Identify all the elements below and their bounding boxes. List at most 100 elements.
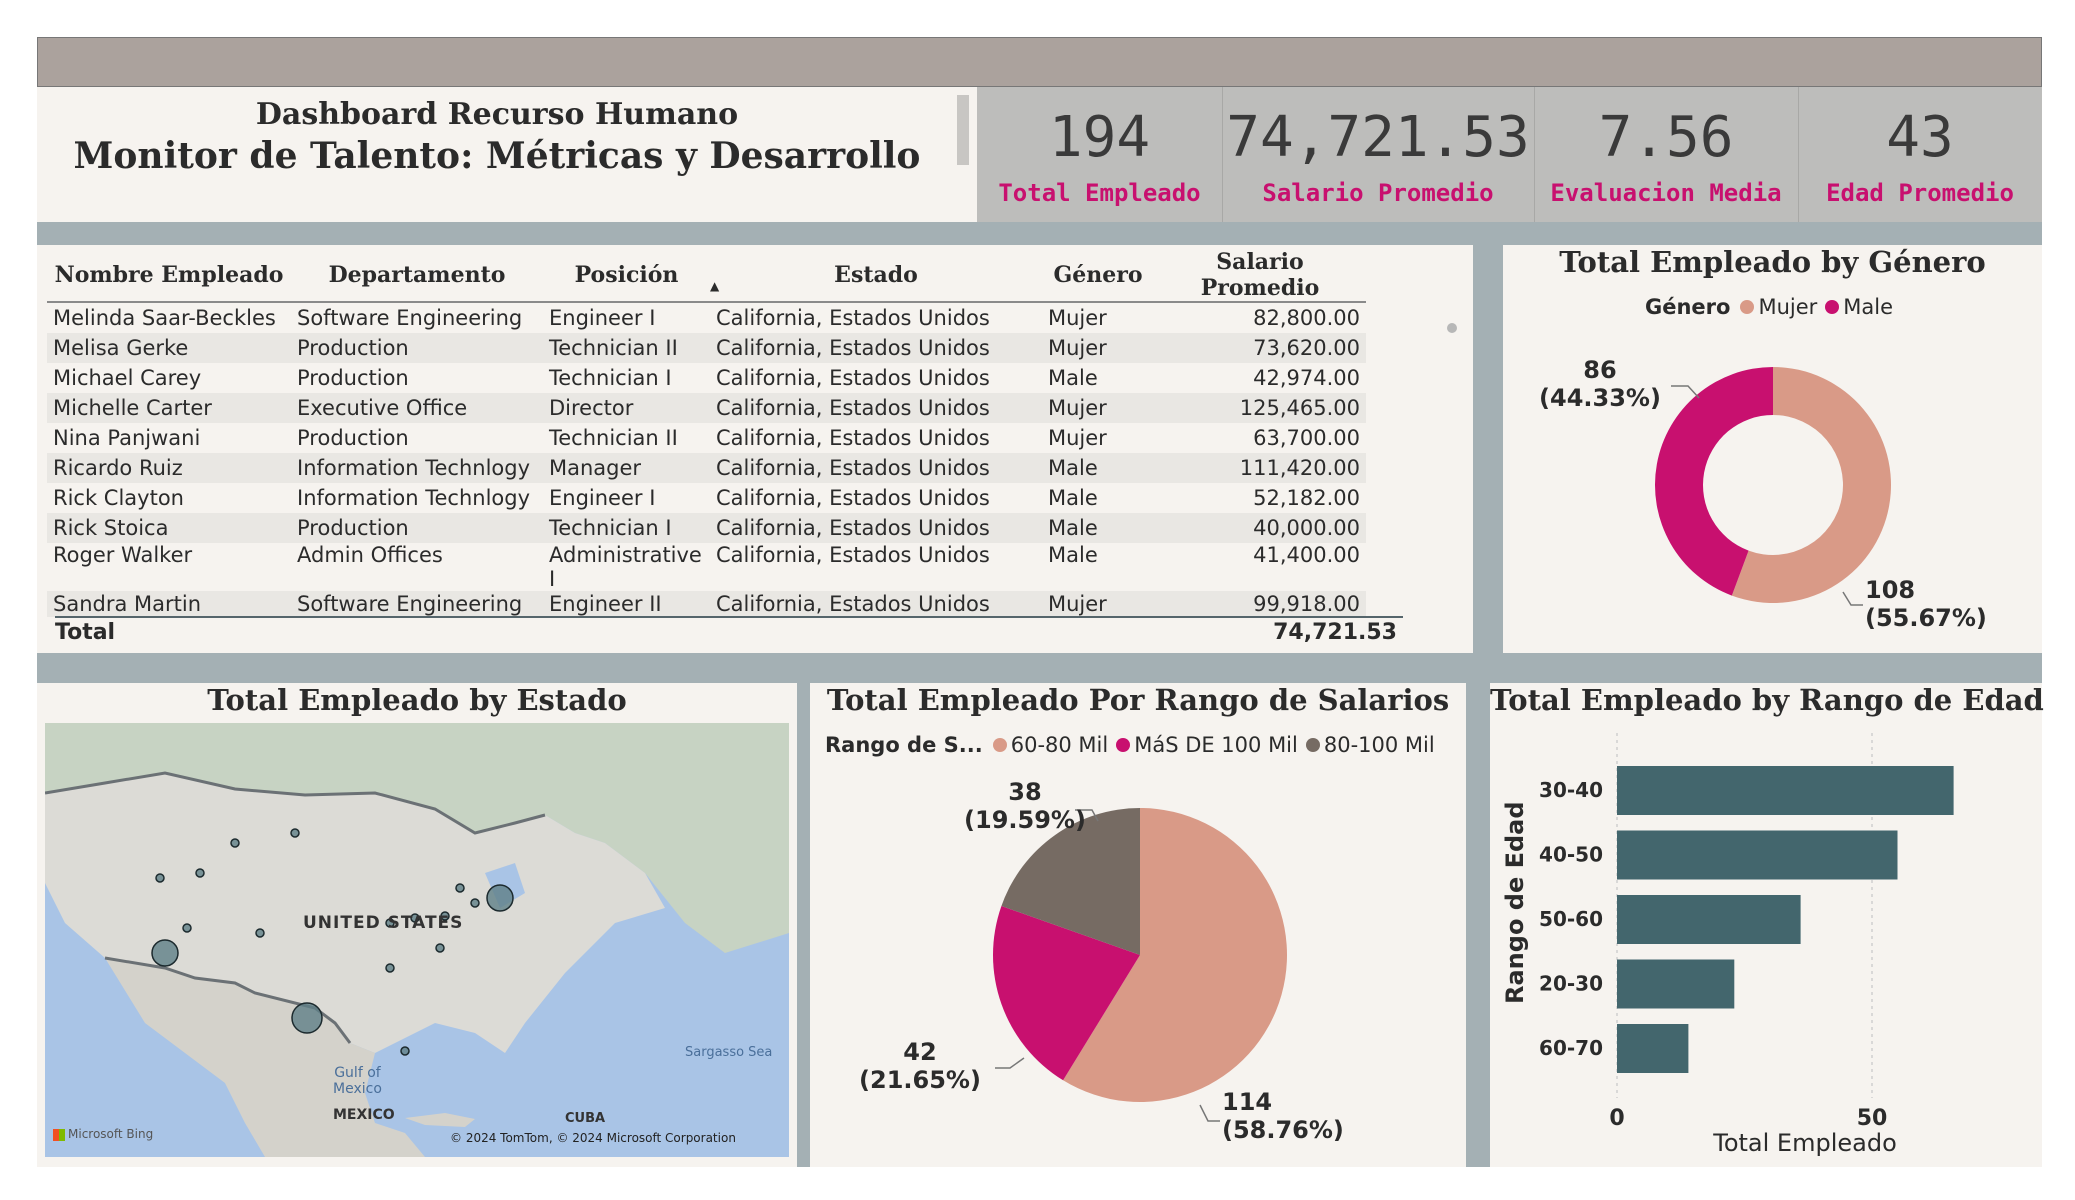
map-bubble[interactable] <box>195 868 205 878</box>
cell-genero: Mujer <box>1042 393 1154 423</box>
table-row[interactable]: Melisa Gerke Production Technician II Calif… <box>47 333 1366 363</box>
table-row[interactable]: Michael Carey Production Technician I Calif… <box>47 363 1366 393</box>
cell-estado: California, Estados Unidos <box>716 486 990 510</box>
employee-table: Nombre Empleado Departamento Posición ▲ E… <box>47 249 1366 617</box>
map-bubble[interactable] <box>151 939 179 967</box>
cell-nombre: Melisa Gerke <box>47 333 291 363</box>
y-tick-label: 40-50 <box>1539 843 1603 867</box>
map-bubble[interactable] <box>290 828 300 838</box>
table-row[interactable]: Melinda Saar-Beckles Software Engineering… <box>47 302 1366 333</box>
border-line <box>104 956 352 1044</box>
table-row[interactable]: Ricardo Ruiz Information Technlogy Manager… <box>47 453 1366 483</box>
map-bubble[interactable] <box>291 1002 323 1034</box>
map-view[interactable]: UNITED STATES Gulf of Mexico Sargasso Se… <box>45 723 789 1157</box>
leader-line <box>1842 591 1863 606</box>
cell-posicion: Administrative I <box>549 543 702 591</box>
column-header-nombre[interactable]: Nombre Empleado <box>47 249 291 303</box>
table-row[interactable]: Roger Walker Admin Offices Administrative … <box>47 543 1366 591</box>
chart-title: Total Empleado Por Rango de Salarios <box>826 683 1450 717</box>
bar-30-40[interactable] <box>1617 766 1954 815</box>
table-row[interactable]: Rick Clayton Information Technlogy Enginee… <box>47 483 1366 513</box>
cell-genero: Male <box>1042 453 1154 483</box>
cell-estado: California, Estados Unidos <box>716 543 990 567</box>
map-label-cuba: CUBA <box>565 1111 606 1126</box>
x-tick-label: 0 <box>1609 1106 1624 1131</box>
cell-posicion: Engineer I <box>549 486 656 510</box>
cell-posicion: Manager <box>543 453 710 483</box>
cell-posicion: Technician II <box>549 426 678 450</box>
legend-item-mujer[interactable]: Mujer <box>1758 295 1818 319</box>
cell-salario: 52,182.00 <box>1253 486 1360 510</box>
map-bubble[interactable] <box>486 884 514 912</box>
sort-ascending-icon: ▲ <box>710 279 720 293</box>
bar-50-60[interactable] <box>1617 895 1801 944</box>
bar-20-30[interactable] <box>1617 959 1735 1009</box>
column-header-departamento[interactable]: Departamento <box>291 249 543 303</box>
y-tick-label: 20-30 <box>1539 972 1603 996</box>
label-percent: (44.33%) <box>1539 384 1661 412</box>
title-scrollbar[interactable] <box>957 95 969 165</box>
table-row[interactable]: Nina Panjwani Production Technician II Cali… <box>47 423 1366 453</box>
salary-pie-svg <box>992 808 1287 1122</box>
cell-estado: California, Estados Unidos <box>716 306 990 330</box>
map-bubble[interactable] <box>230 838 240 848</box>
map-bubble[interactable] <box>410 913 420 923</box>
donut-label-male: 86 (44.33%) <box>1535 356 1665 412</box>
table-scrollbar-thumb[interactable] <box>1447 323 1457 333</box>
chart-legend: Género Mujer Male <box>1645 295 1893 319</box>
bar-40-50[interactable] <box>1617 830 1898 880</box>
cell-salario: 40,000.00 <box>1154 513 1366 543</box>
cell-nombre: Rick Clayton <box>53 486 184 510</box>
map-bubble[interactable] <box>435 943 445 953</box>
age-bar-svg: 0 50 30-40 40-50 50-60 20-30 60-70 <box>1539 733 1954 1131</box>
map-bubble[interactable] <box>440 911 450 921</box>
legend-swatch-60-80 <box>992 737 1007 752</box>
x-axis-label: Total Empleado <box>1713 1129 1897 1157</box>
chart-title: Total Empleado by Rango de Edad <box>1490 683 2044 717</box>
legend-item-60-80[interactable]: 60-80 Mil <box>1010 733 1109 757</box>
cell-genero: Mujer <box>1042 591 1154 617</box>
table-row[interactable]: Michelle Carter Executive Office Director C… <box>47 393 1366 423</box>
column-header-genero[interactable]: Género <box>1042 249 1154 303</box>
legend-item-80-100[interactable]: 80-100 Mil <box>1323 733 1435 757</box>
donut-slice-mujer[interactable] <box>1731 367 1891 603</box>
pie-slice-1[interactable] <box>1063 808 1287 1102</box>
label-count: 86 <box>1583 356 1617 384</box>
legend-item-mas-100[interactable]: MáS DE 100 Mil <box>1134 733 1298 757</box>
column-header-posicion[interactable]: Posición ▲ <box>543 249 719 303</box>
pie-slice-3[interactable] <box>1001 808 1140 955</box>
map-bubble[interactable] <box>455 883 465 893</box>
cell-estado: California, Estados Unidos <box>710 513 1042 543</box>
gender-chart-panel: Total Empleado by Género Género Mujer Male… <box>1503 245 2042 653</box>
table-row[interactable]: Rick Stoica Production Technician I Califor… <box>47 513 1366 543</box>
kpi-label: Salario Promedio <box>1262 179 1494 207</box>
column-header-estado[interactable]: Estado <box>710 249 1042 303</box>
cell-nombre: Melinda Saar-Beckles <box>53 306 276 330</box>
cell-posicion: Technician I <box>549 366 672 390</box>
cell-genero: Male <box>1048 543 1098 567</box>
map-bubble[interactable] <box>400 1046 410 1056</box>
label-percent: (58.76%) <box>1222 1116 1344 1144</box>
legend-item-male[interactable]: Male <box>1843 295 1894 319</box>
chart-title: Total Empleado by Género <box>1559 245 1986 279</box>
map-bubble[interactable] <box>155 873 165 883</box>
dashboard-subtitle: Monitor de Talento: Métricas y Desarroll… <box>73 135 921 177</box>
map-bubble[interactable] <box>255 928 265 938</box>
table-row[interactable]: Sandra Martin Software Engineering Enginee… <box>47 591 1366 617</box>
pie-slice-2[interactable] <box>992 905 1140 1081</box>
label-percent: (19.59%) <box>964 806 1086 834</box>
kpi-evaluacion-media: 7.56 Evaluacion Media <box>1534 87 1798 222</box>
donut-slice-male[interactable] <box>1655 367 1773 596</box>
bar-60-70[interactable] <box>1617 1024 1689 1073</box>
map-bubble[interactable] <box>385 963 395 973</box>
column-header-salario[interactable]: Salario Promedio <box>1154 249 1366 303</box>
kpi-divider <box>1222 87 1223 222</box>
cell-nombre: Sandra Martin <box>47 591 291 617</box>
cell-estado: California, Estados Unidos <box>710 333 1042 363</box>
map-bubble[interactable] <box>182 923 192 933</box>
map-bubble[interactable] <box>470 898 480 908</box>
cell-salario: 63,700.00 <box>1253 426 1360 450</box>
map-bubble[interactable] <box>385 918 395 928</box>
map-label-sargasso: Sargasso Sea <box>685 1045 773 1060</box>
legend-swatch-80-100 <box>1305 737 1320 752</box>
